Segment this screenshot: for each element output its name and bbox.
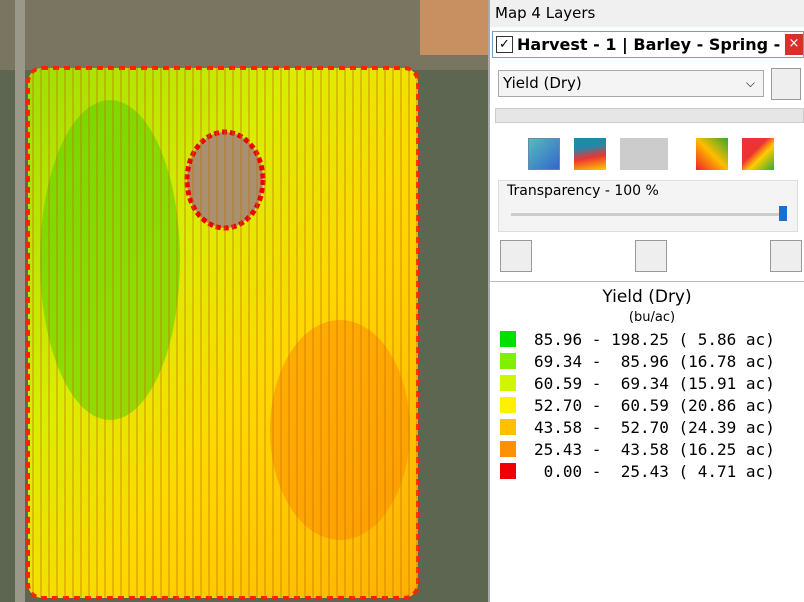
legend-unit: (bu/ac) xyxy=(628,310,676,325)
legend-row: 43.58 - 52.70 (24.39 ac) xyxy=(500,417,775,439)
contour-button[interactable] xyxy=(620,138,668,170)
road xyxy=(15,0,25,602)
layers-panel: Map 4 Layers ✓ Harvest - 1 | Barley - Sp… xyxy=(488,0,804,602)
neighbor-field xyxy=(0,0,488,70)
legend-label: 85.96 - 198.25 ( 5.86 ac) xyxy=(534,330,775,349)
legend-swatch xyxy=(500,419,516,435)
attribute-dropdown[interactable]: Yield (Dry) ⌵ xyxy=(498,70,764,97)
copy-button[interactable] xyxy=(771,68,801,100)
zoom-button[interactable] xyxy=(770,240,802,272)
map-view xyxy=(0,0,488,602)
points-button[interactable] xyxy=(528,138,560,170)
slider-thumb[interactable] xyxy=(779,206,787,221)
legend-label: 25.43 - 43.58 (16.25 ac) xyxy=(534,440,775,459)
legend-label: 52.70 - 60.59 (20.86 ac) xyxy=(534,396,775,415)
separator xyxy=(490,281,804,282)
legend-row: 60.59 - 69.34 (15.91 ac) xyxy=(500,373,775,395)
layer-checkbox[interactable]: ✓ xyxy=(496,36,513,53)
neighbor-field xyxy=(420,0,488,55)
collapse-bar[interactable] xyxy=(495,108,804,123)
legend-swatch xyxy=(500,397,516,413)
export-button[interactable] xyxy=(500,240,532,272)
attribute-value: Yield (Dry) xyxy=(503,74,582,92)
legend-row: 85.96 - 198.25 ( 5.86 ac) xyxy=(500,329,775,351)
legend-swatch xyxy=(500,375,516,391)
legend-swatch xyxy=(500,463,516,479)
legend-label: 60.59 - 69.34 (15.91 ac) xyxy=(534,374,775,393)
swath-lines xyxy=(28,68,418,598)
legend-swatch xyxy=(500,353,516,369)
remove-layer[interactable]: × xyxy=(785,34,803,55)
surface-button[interactable] xyxy=(574,138,606,170)
layer-row[interactable]: ✓ Harvest - 1 | Barley - Spring - s × xyxy=(492,31,804,58)
layer-name: Harvest - 1 | Barley - Spring - s xyxy=(517,35,796,54)
list-button[interactable] xyxy=(635,240,667,272)
legend-label: 0.00 - 25.43 ( 4.71 ac) xyxy=(534,462,775,481)
legend-row: 0.00 - 25.43 ( 4.71 ac) xyxy=(500,461,775,483)
grid-button[interactable] xyxy=(696,138,728,170)
dropdown-arrow: ⌵ xyxy=(745,76,755,90)
legend-title: Yield (Dry) xyxy=(602,287,692,307)
transparency-label: Transparency - 100 % xyxy=(507,183,659,199)
legend-row: 25.43 - 43.58 (16.25 ac) xyxy=(500,439,775,461)
legend-swatch xyxy=(500,331,516,347)
transparency-group: Transparency - 100 % xyxy=(498,180,798,232)
legend-row: 52.70 - 60.59 (20.86 ac) xyxy=(500,395,775,417)
slider-track xyxy=(511,213,781,216)
legend-row: 69.34 - 85.96 (16.78 ac) xyxy=(500,351,775,373)
legend-label: 69.34 - 85.96 (16.78 ac) xyxy=(534,352,775,371)
legend-swatch xyxy=(500,441,516,457)
legend-label: 43.58 - 52.70 (24.39 ac) xyxy=(534,418,775,437)
panel-title: Map 4 Layers xyxy=(490,0,804,27)
polygon-button[interactable] xyxy=(742,138,774,170)
